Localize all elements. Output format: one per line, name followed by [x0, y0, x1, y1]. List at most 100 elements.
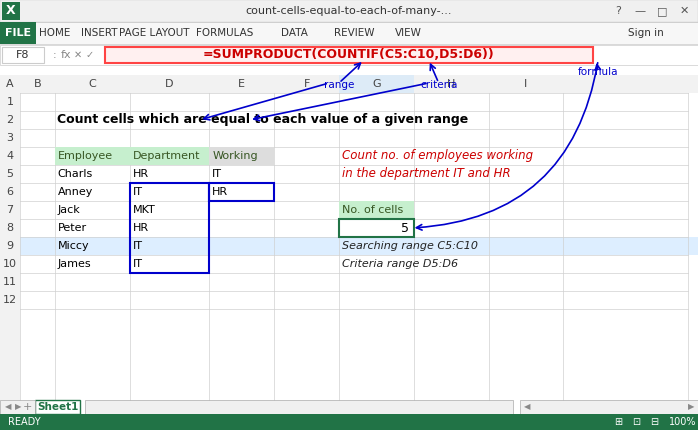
Text: INSERT: INSERT — [81, 28, 118, 38]
Text: IT: IT — [132, 259, 143, 269]
FancyBboxPatch shape — [339, 219, 414, 237]
Text: No. of cells: No. of cells — [342, 205, 403, 215]
FancyBboxPatch shape — [130, 147, 209, 165]
FancyBboxPatch shape — [55, 147, 130, 165]
Text: 2: 2 — [6, 115, 13, 125]
FancyBboxPatch shape — [0, 22, 698, 44]
Text: 10: 10 — [3, 259, 17, 269]
Text: MKT: MKT — [132, 205, 155, 215]
Text: Count no. of employees working: Count no. of employees working — [342, 150, 533, 163]
FancyBboxPatch shape — [85, 400, 513, 414]
Text: count-cells-equal-to-each-of-many-...: count-cells-equal-to-each-of-many-... — [246, 6, 452, 16]
Text: ◀: ◀ — [524, 402, 531, 412]
Text: ▶: ▶ — [687, 402, 694, 412]
FancyBboxPatch shape — [0, 75, 698, 415]
FancyBboxPatch shape — [339, 201, 414, 219]
Text: Sign in: Sign in — [628, 28, 664, 38]
Text: IT: IT — [132, 187, 143, 197]
FancyBboxPatch shape — [0, 237, 698, 255]
FancyBboxPatch shape — [0, 0, 698, 22]
Text: fx: fx — [60, 50, 71, 60]
Text: ✕: ✕ — [74, 50, 82, 60]
Text: 5: 5 — [6, 169, 13, 179]
FancyBboxPatch shape — [35, 400, 80, 414]
Text: B: B — [34, 79, 41, 89]
Text: VIEW: VIEW — [395, 28, 422, 38]
Text: Count cells which are equal to each value of a given range: Count cells which are equal to each valu… — [57, 114, 468, 126]
Text: READY: READY — [8, 417, 41, 427]
Text: HR: HR — [212, 187, 228, 197]
Text: X: X — [6, 4, 16, 18]
Text: Jack: Jack — [58, 205, 80, 215]
Text: Miccy: Miccy — [58, 241, 90, 251]
FancyBboxPatch shape — [0, 75, 698, 93]
Text: Criteria range D5:D6: Criteria range D5:D6 — [342, 259, 458, 269]
Text: 6: 6 — [6, 187, 13, 197]
Text: 9: 9 — [6, 241, 13, 251]
Text: DATA: DATA — [281, 28, 307, 38]
Text: ⊞: ⊞ — [614, 417, 622, 427]
Text: 7: 7 — [6, 205, 13, 215]
Text: James: James — [58, 259, 92, 269]
FancyBboxPatch shape — [209, 147, 274, 165]
Text: ◀: ◀ — [5, 402, 11, 412]
Text: 5: 5 — [401, 221, 409, 234]
Text: Sheet1: Sheet1 — [37, 402, 78, 412]
Text: HOME: HOME — [39, 28, 71, 38]
Text: H: H — [447, 79, 455, 89]
Text: D: D — [165, 79, 174, 89]
FancyBboxPatch shape — [0, 400, 35, 414]
Text: 100%: 100% — [669, 417, 696, 427]
Text: Working: Working — [212, 151, 258, 161]
Text: criteria: criteria — [420, 80, 457, 90]
Text: 3: 3 — [6, 133, 13, 143]
Text: I: I — [524, 79, 528, 89]
FancyBboxPatch shape — [520, 400, 698, 414]
Text: PAGE LAYOUT: PAGE LAYOUT — [119, 28, 190, 38]
Text: 8: 8 — [6, 223, 13, 233]
Text: G: G — [372, 79, 381, 89]
Text: A: A — [6, 79, 14, 89]
Text: F8: F8 — [16, 50, 29, 60]
Text: ✓: ✓ — [85, 50, 94, 60]
Text: IT: IT — [212, 169, 223, 179]
Text: Employee: Employee — [58, 151, 113, 161]
Text: REVIEW: REVIEW — [334, 28, 374, 38]
Text: in the department IT and HR: in the department IT and HR — [342, 168, 510, 181]
FancyBboxPatch shape — [0, 414, 698, 430]
FancyBboxPatch shape — [0, 45, 698, 65]
Text: 1: 1 — [6, 97, 13, 107]
Text: HR: HR — [132, 223, 148, 233]
Text: 4: 4 — [6, 151, 13, 161]
FancyBboxPatch shape — [2, 47, 44, 63]
Text: ?: ? — [615, 6, 621, 16]
FancyBboxPatch shape — [0, 0, 698, 22]
Text: ⊡: ⊡ — [632, 417, 640, 427]
Text: IT: IT — [132, 241, 143, 251]
Text: C: C — [88, 79, 96, 89]
Text: 11: 11 — [3, 277, 17, 287]
Text: range: range — [324, 80, 354, 90]
Text: ✕: ✕ — [679, 6, 689, 16]
Text: Searching range C5:C10: Searching range C5:C10 — [342, 241, 478, 251]
Text: :: : — [53, 50, 57, 60]
Text: Peter: Peter — [58, 223, 87, 233]
Text: formula: formula — [578, 67, 618, 77]
Text: 12: 12 — [3, 295, 17, 305]
FancyBboxPatch shape — [339, 75, 414, 93]
FancyBboxPatch shape — [105, 47, 593, 63]
FancyBboxPatch shape — [0, 75, 20, 415]
Text: Department: Department — [132, 151, 200, 161]
Text: FORMULAS: FORMULAS — [195, 28, 253, 38]
FancyBboxPatch shape — [0, 22, 36, 44]
Text: E: E — [238, 79, 245, 89]
Text: □: □ — [657, 6, 667, 16]
Text: F: F — [303, 79, 310, 89]
Text: ▶: ▶ — [15, 402, 21, 412]
Text: FILE: FILE — [5, 28, 31, 38]
Text: ⊟: ⊟ — [650, 417, 658, 427]
Text: +: + — [23, 402, 33, 412]
Text: HR: HR — [132, 169, 148, 179]
Text: Anney: Anney — [58, 187, 93, 197]
Text: Charls: Charls — [58, 169, 93, 179]
